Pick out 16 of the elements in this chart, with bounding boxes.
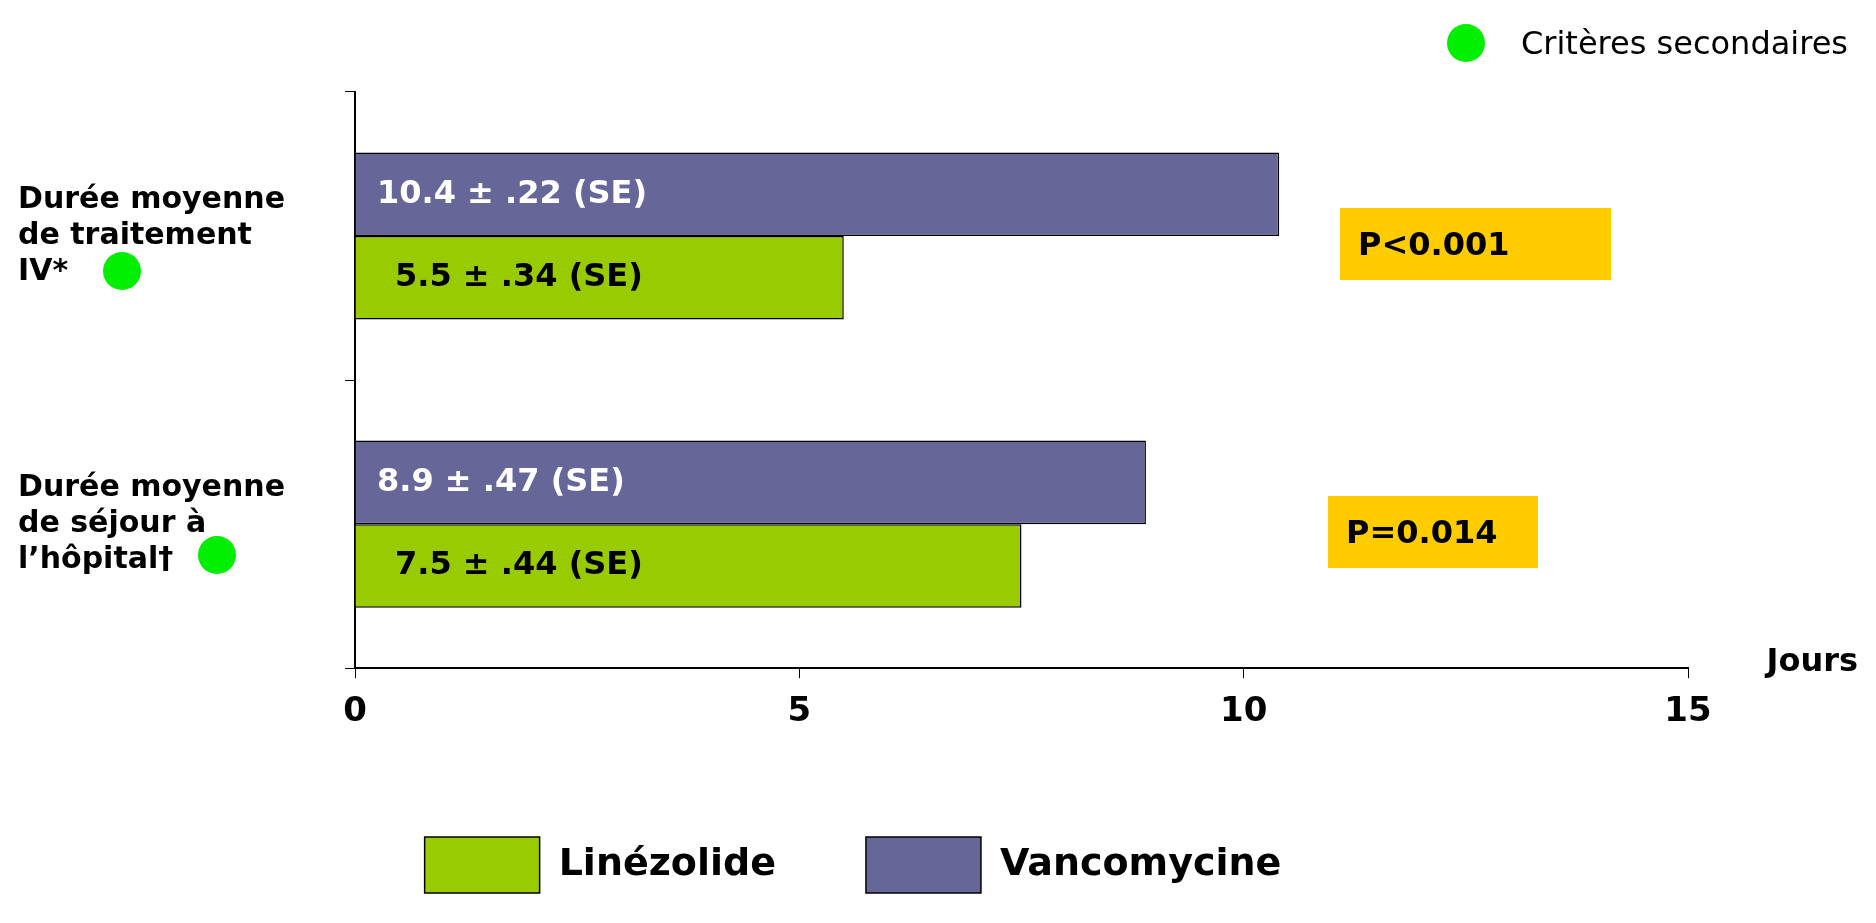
data-label: 10.4 ± .22 (SE): [377, 172, 648, 211]
data-label: 7.5 ± .44 (SE): [395, 544, 643, 583]
x-tick-label: 5: [787, 689, 812, 730]
x-tick-label: 15: [1664, 689, 1712, 730]
legend-label: Linézolide: [558, 839, 776, 884]
y-tick-label: Durée moyenne de traitement IV*: [18, 179, 286, 287]
text: Critères secondaires: [1520, 24, 1848, 62]
x-tick-label: 0: [343, 689, 367, 730]
x-tick-label: 10: [1220, 689, 1268, 730]
y-tick-label: Durée moyenne de séjour à l’hôpital†: [18, 467, 286, 575]
label-box: P<0.001: [1340, 208, 1611, 280]
legend-label: Vancomycine: [999, 839, 1282, 884]
label-box: P=0.014: [1328, 496, 1538, 568]
data-label: 5.5 ± .34 (SE): [395, 256, 643, 295]
data-label: 8.9 ± .47 (SE): [377, 460, 625, 499]
x-axis-title: Jours: [1764, 640, 1858, 679]
